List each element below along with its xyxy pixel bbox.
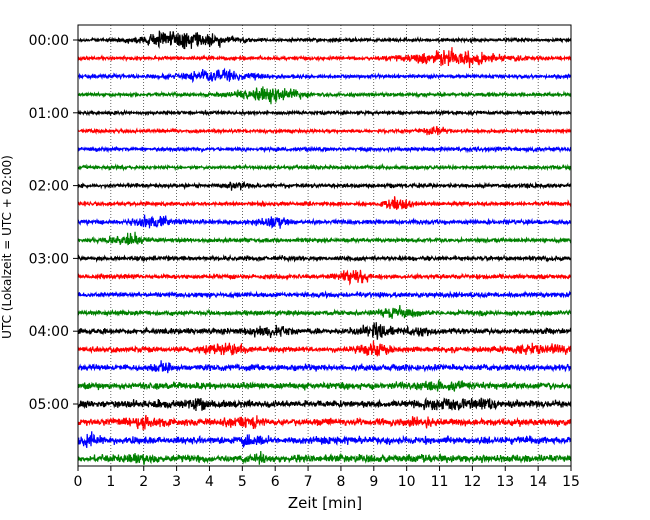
x-tick-label: 11 — [431, 474, 449, 490]
trace-01:00 — [77, 108, 572, 117]
trace-05:45 — [77, 451, 572, 465]
trace-03:15 — [77, 269, 572, 286]
trace-02:00 — [77, 181, 572, 191]
trace-03:00 — [77, 253, 572, 263]
trace-00:00 — [77, 30, 572, 50]
x-tick-label: 1 — [106, 474, 115, 490]
trace-00:45 — [77, 86, 572, 105]
x-tick-label: 3 — [172, 474, 181, 490]
trace-03:30 — [77, 290, 572, 300]
y-tick-label: 02:00 — [29, 179, 69, 195]
trace-05:15 — [77, 414, 572, 431]
x-tick-label: 6 — [271, 474, 280, 490]
trace-04:30 — [77, 360, 572, 374]
x-tick-label: 8 — [336, 474, 345, 490]
trace-04:00 — [77, 322, 572, 340]
x-tick-label: 7 — [304, 474, 313, 490]
x-tick-label: 12 — [463, 474, 481, 490]
plot-frame — [77, 24, 572, 467]
trace-01:45 — [77, 162, 572, 172]
trace-02:30 — [77, 214, 572, 229]
x-tick-label: 5 — [238, 474, 247, 490]
y-axis-ticks: 00:00 01:00 02:00 03:00 04:00 05:00 — [29, 33, 78, 413]
y-tick-label: 03:00 — [29, 251, 69, 267]
y-tick-label: 00:00 — [29, 33, 69, 49]
trace-05:00 — [77, 396, 572, 412]
trace-03:45 — [77, 305, 572, 319]
x-tick-label: 9 — [369, 474, 378, 490]
trace-04:45 — [77, 378, 572, 392]
x-tick-label: 2 — [139, 474, 148, 490]
x-tick-label: 13 — [496, 474, 514, 490]
trace-01:30 — [77, 145, 572, 154]
trace-05:30 — [77, 431, 572, 448]
trace-00:15 — [77, 47, 572, 69]
x-tick-label: 14 — [529, 474, 547, 490]
y-tick-label: 04:00 — [29, 324, 69, 340]
x-tick-label: 15 — [562, 474, 580, 490]
x-tick-label: 0 — [74, 474, 83, 490]
grid-lines — [110, 25, 539, 466]
trace-04:15 — [77, 340, 572, 357]
x-axis-ticks: 0 1 2 3 4 5 6 7 8 9 10 11 12 13 14 15 — [74, 466, 580, 490]
trace-02:45 — [77, 231, 572, 246]
trace-00:30 — [77, 67, 572, 84]
seismic-traces — [77, 30, 572, 465]
x-axis-label: Zeit [min] — [288, 494, 362, 512]
x-tick-label: 4 — [205, 474, 214, 490]
trace-02:15 — [77, 196, 572, 210]
y-axis-label: UTC (Lokalzeit = UTC + 02:00) — [0, 155, 14, 339]
y-tick-label: 01:00 — [29, 106, 69, 122]
y-tick-label: 05:00 — [29, 397, 69, 413]
trace-01:15 — [77, 125, 572, 136]
x-tick-label: 10 — [398, 474, 416, 490]
